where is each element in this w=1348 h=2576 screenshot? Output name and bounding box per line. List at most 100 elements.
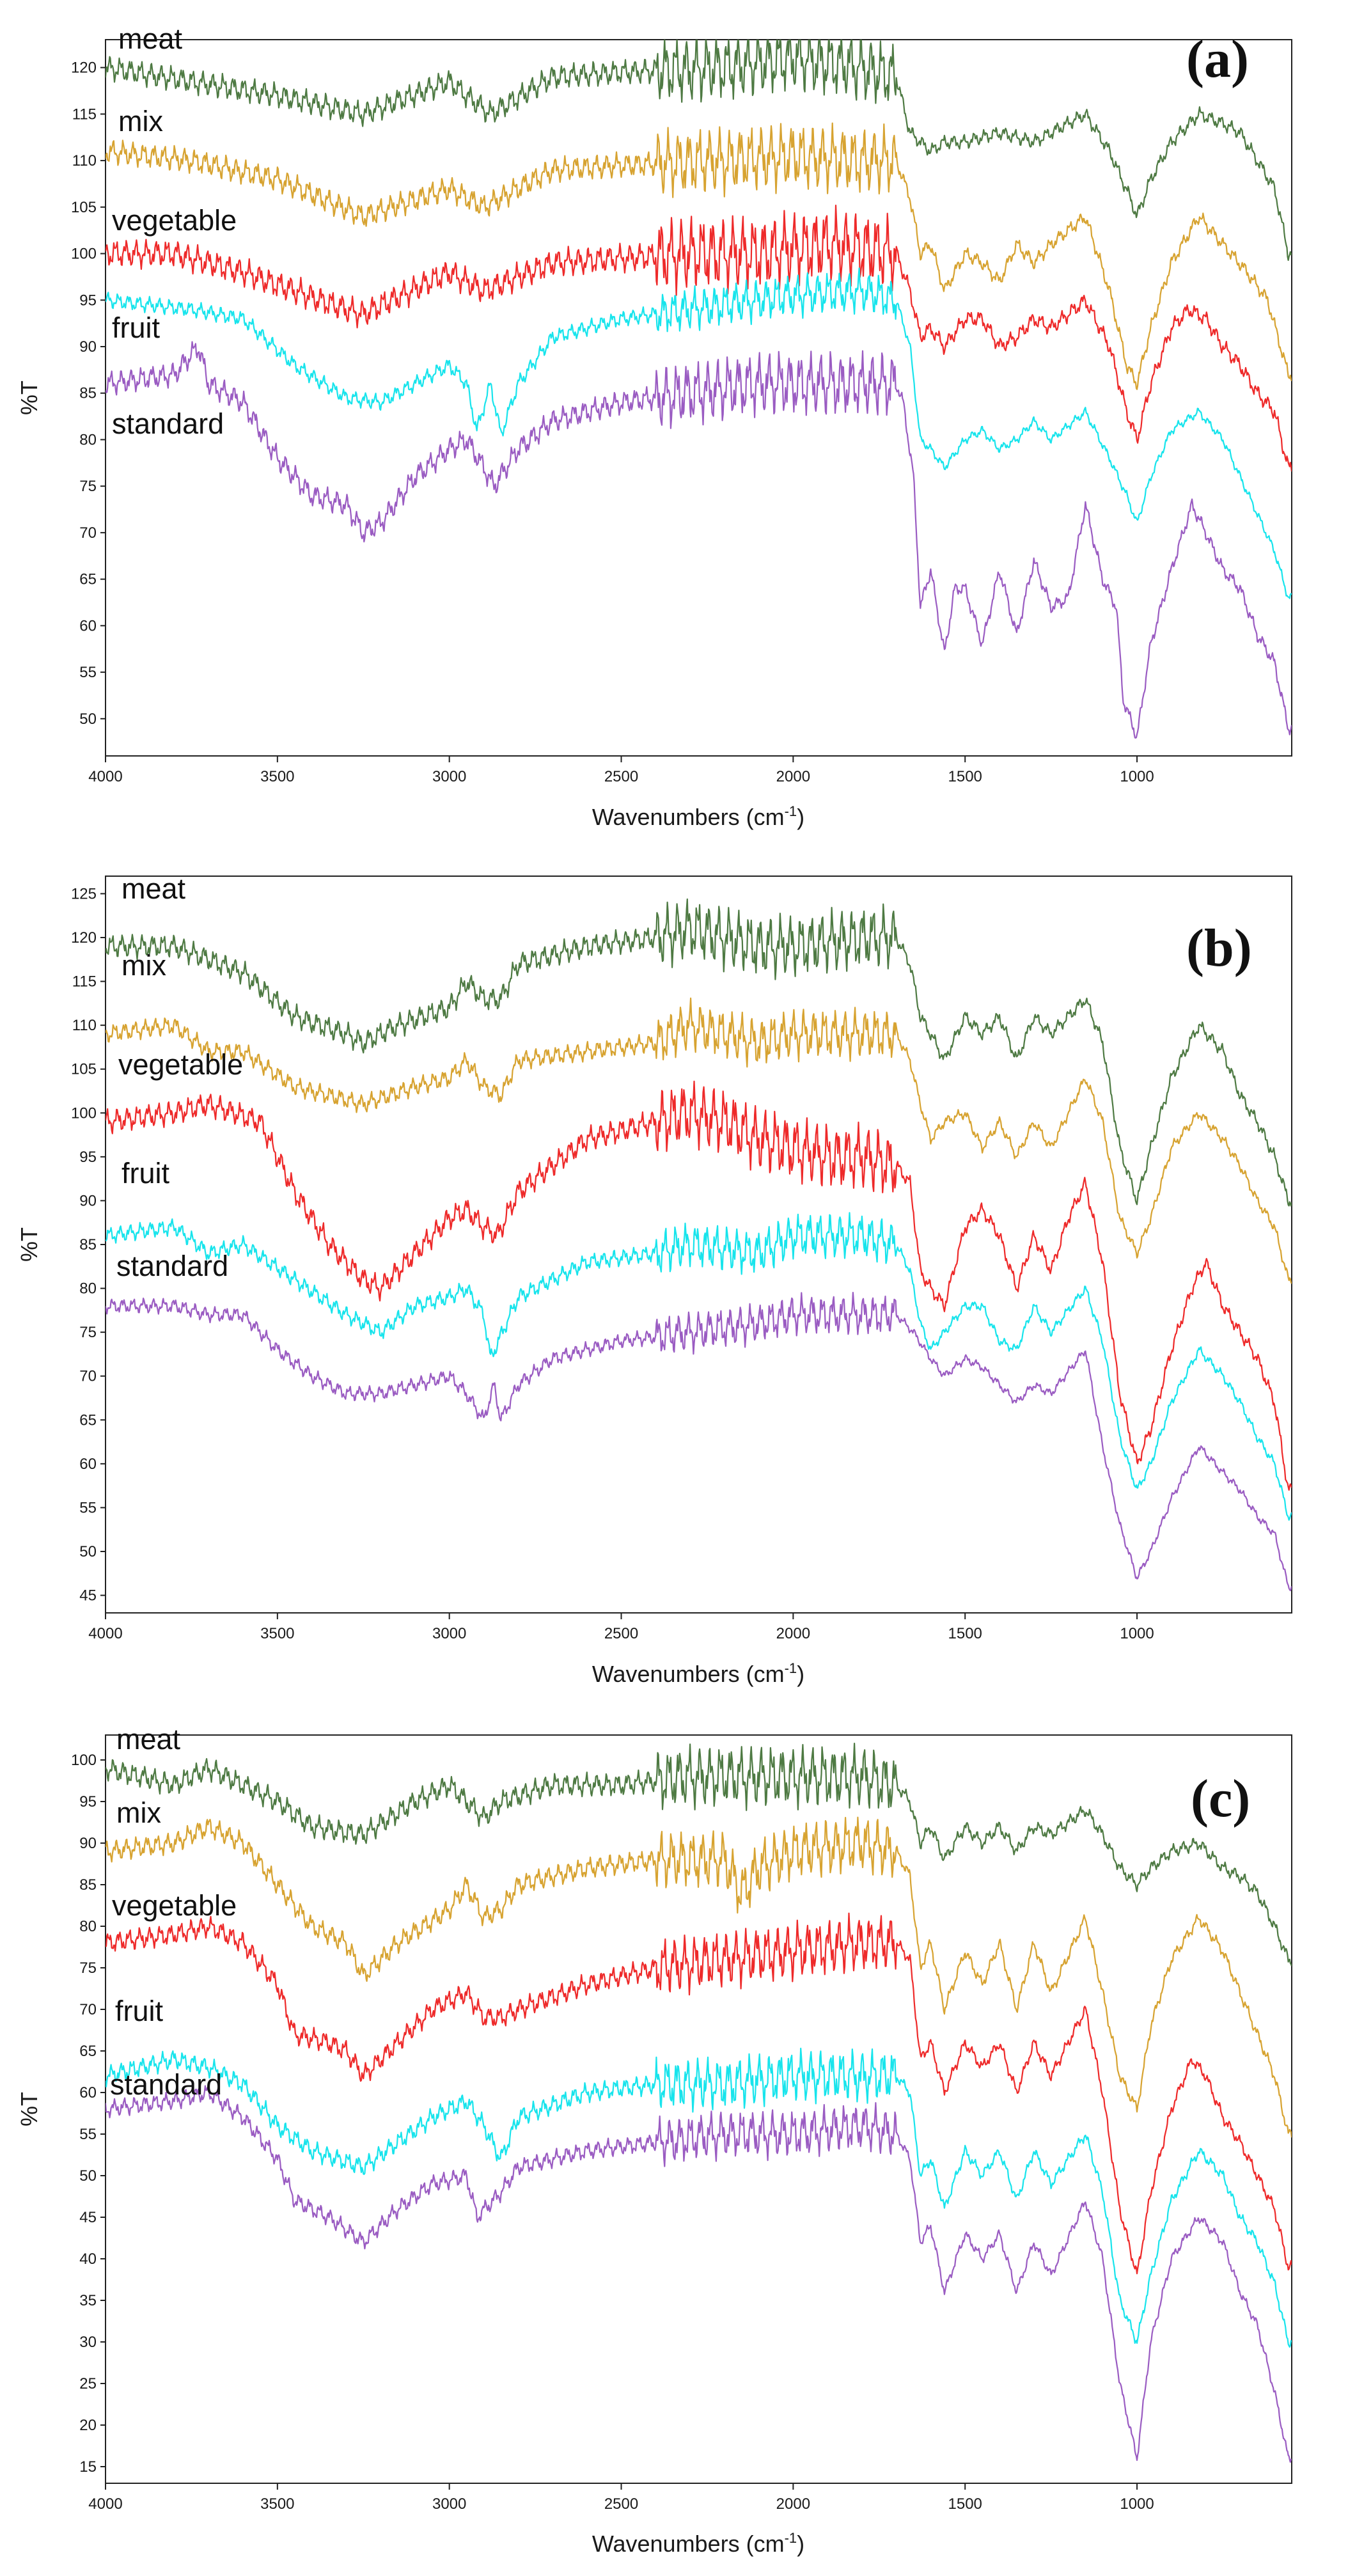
x-tick-label: 4000 — [88, 2495, 122, 2513]
x-tick-label: 2500 — [604, 768, 638, 785]
series-layer-a — [106, 40, 1292, 739]
y-tick-label: 50 — [79, 711, 97, 728]
series-line-fruit — [106, 1212, 1292, 1521]
y-tick-label: 100 — [71, 1104, 97, 1122]
x-tick-label: 3000 — [432, 1625, 466, 1642]
y-tick-label: 60 — [79, 1456, 97, 1473]
series-label-standard-b: standard — [116, 1250, 228, 1282]
y-tick-label: 95 — [79, 292, 97, 309]
y-tick-label: 80 — [79, 1280, 97, 1298]
series-layer-c — [106, 1743, 1292, 2463]
y-tick-label: 85 — [79, 1876, 97, 1894]
y-tick-label: 85 — [79, 1236, 97, 1253]
series-label-standard-a: standard — [112, 407, 224, 440]
y-tick-label: 110 — [72, 1017, 97, 1034]
series-line-fruit — [106, 2047, 1292, 2348]
series-line-standard — [106, 1292, 1292, 1592]
y-axis-title-b: %T — [16, 1227, 42, 1262]
series-line-mix — [106, 997, 1292, 1284]
series-label-mix-a: mix — [118, 105, 163, 137]
y-tick-label: 60 — [79, 2084, 97, 2101]
series-line-vegetable — [106, 1080, 1292, 1491]
x-tick-label: 2000 — [776, 768, 810, 785]
x-axis-title-c: Wavenumbers (cm-1) — [592, 2530, 804, 2557]
x-tick-label: 3500 — [260, 1625, 294, 1642]
y-tick-label: 45 — [79, 1587, 97, 1605]
y-tick-label: 90 — [79, 1835, 97, 1852]
x-tick-label: 3000 — [432, 768, 466, 785]
series-label-meat-c: meat — [116, 1723, 181, 1755]
y-tick-label: 50 — [79, 2167, 97, 2185]
series-line-standard — [106, 341, 1292, 739]
x-tick-label: 1000 — [1120, 2495, 1154, 2513]
y-tick-label: 75 — [79, 1959, 97, 1977]
y-tick-label: 20 — [79, 2417, 97, 2434]
y-tick-label: 95 — [79, 1149, 97, 1166]
y-tick-label: 80 — [79, 1918, 97, 1935]
x-tick-label: 2000 — [776, 1625, 810, 1642]
tick-layer-a: 4000 3500 3000 2500 2000 1500 1000 50 55 60 65 70 75… — [71, 59, 1154, 785]
x-tick-label: 3000 — [432, 2495, 466, 2513]
x-tick-label: 2500 — [604, 1625, 638, 1642]
series-line-standard — [106, 2085, 1292, 2463]
x-tick-label: 1500 — [948, 768, 982, 785]
y-tick-label: 110 — [72, 152, 97, 169]
series-label-vegetable-b: vegetable — [118, 1048, 243, 1081]
series-line-meat — [106, 898, 1292, 1207]
tick-layer-b: 4000 3500 3000 2500 2000 1500 1000 45 50 55 60 65 70… — [71, 885, 1154, 1642]
panel-label-a: (a) — [1186, 29, 1249, 89]
x-axis-title-b: Wavenumbers (cm-1) — [592, 1660, 804, 1687]
x-tick-label: 3500 — [260, 2495, 294, 2513]
y-tick-label: 100 — [71, 1752, 97, 1769]
x-tick-label: 1000 — [1120, 768, 1154, 785]
plot-frame-c — [105, 1734, 1292, 2484]
panel-b: 4000 3500 3000 2500 2000 1500 1000 45 50 55 60 65 70… — [16, 872, 1292, 1687]
panel-c: 4000 3500 3000 2500 2000 1500 1000 15 20 25 30 35 40… — [16, 1723, 1292, 2557]
y-tick-label: 55 — [79, 2126, 97, 2143]
x-tick-label: 1000 — [1120, 1625, 1154, 1642]
y-tick-label: 55 — [79, 1499, 97, 1516]
y-axis-title-a: %T — [16, 381, 42, 415]
y-tick-label: 115 — [72, 106, 97, 123]
series-line-vegetable — [106, 1912, 1292, 2275]
x-tick-label: 1500 — [948, 1625, 982, 1642]
y-tick-label: 25 — [79, 2375, 97, 2392]
series-line-mix — [106, 122, 1292, 390]
y-tick-label: 50 — [79, 1543, 97, 1560]
tick-layer-c: 4000 3500 3000 2500 2000 1500 1000 15 20 25 30 35 40… — [71, 1752, 1154, 2513]
series-label-fruit-c: fruit — [115, 1995, 164, 2027]
y-tick-label: 70 — [79, 2001, 97, 2018]
series-line-meat — [106, 1743, 1292, 1967]
x-tick-label: 3500 — [260, 768, 294, 785]
x-tick-label: 4000 — [88, 768, 122, 785]
y-tick-label: 105 — [71, 1061, 97, 1078]
y-axis-title-c: %T — [16, 2092, 42, 2126]
panel-label-b: (b) — [1186, 918, 1252, 978]
series-line-mix — [106, 1816, 1292, 2138]
series-label-vegetable-a: vegetable — [112, 204, 237, 237]
y-tick-label: 70 — [79, 1368, 97, 1385]
series-label-mix-b: mix — [121, 949, 166, 982]
y-tick-label: 120 — [71, 929, 97, 946]
y-tick-label: 70 — [79, 524, 97, 542]
series-label-meat-b: meat — [121, 872, 186, 905]
panel-a: 4000 3500 3000 2500 2000 1500 1000 50 55 60 65 70 75… — [16, 22, 1292, 830]
series-label-mix-c: mix — [116, 1796, 161, 1829]
series-line-fruit — [106, 267, 1292, 599]
series-label-vegetable-c: vegetable — [112, 1889, 237, 1922]
y-tick-label: 95 — [79, 1793, 97, 1810]
y-tick-label: 45 — [79, 2209, 97, 2226]
y-tick-label: 55 — [79, 664, 97, 681]
series-line-meat — [106, 40, 1292, 261]
x-tick-label: 1500 — [948, 2495, 982, 2513]
y-tick-label: 85 — [79, 385, 97, 402]
x-tick-label: 2000 — [776, 2495, 810, 2513]
y-tick-label: 100 — [71, 246, 97, 263]
series-label-meat-a: meat — [118, 22, 183, 55]
x-tick-label: 4000 — [88, 1625, 122, 1642]
series-line-vegetable — [106, 205, 1292, 472]
plot-frame-a — [105, 39, 1292, 757]
x-tick-label: 2500 — [604, 2495, 638, 2513]
y-tick-label: 35 — [79, 2292, 97, 2309]
